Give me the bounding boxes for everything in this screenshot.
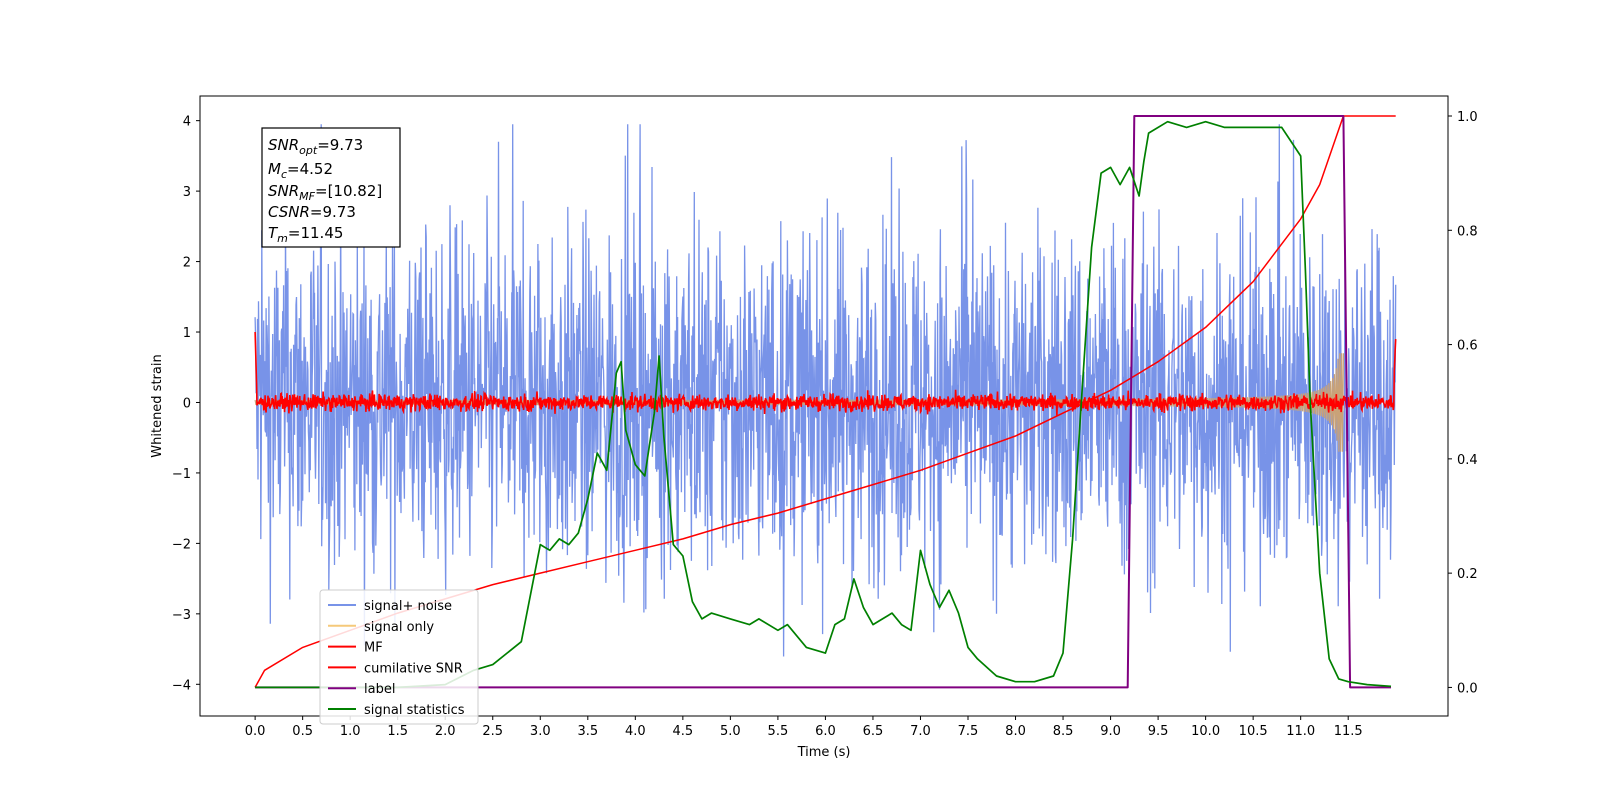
y2-tick-label: 1.0 <box>1457 110 1478 125</box>
x-tick-label: 11.0 <box>1286 724 1315 739</box>
x-tick-label: 2.0 <box>435 724 456 739</box>
legend-label: MF <box>364 641 383 656</box>
y-tick-label: 3 <box>183 185 191 200</box>
y-tick-label: −1 <box>172 467 191 482</box>
info-mc: Mc=4.52 <box>268 160 333 181</box>
y2-tick-label: 0.2 <box>1457 567 1478 582</box>
y2-tick-label: 0.8 <box>1457 224 1478 239</box>
legend-label: signal+ noise <box>364 599 452 614</box>
y-tick-label: 1 <box>183 326 191 341</box>
x-tick-label: 3.0 <box>530 724 551 739</box>
x-tick-label: 9.5 <box>1148 724 1169 739</box>
x-tick-label: 7.0 <box>910 724 931 739</box>
info-snr-mf: SNRMF=[10.82] <box>268 182 382 203</box>
y-tick-label: −2 <box>172 537 191 552</box>
info-tm: Tm=11.45 <box>268 224 343 245</box>
legend-label: signal only <box>364 620 434 635</box>
x-tick-label: 1.5 <box>387 724 408 739</box>
x-tick-label: 10.5 <box>1239 724 1268 739</box>
series-signal-statistics <box>255 120 1392 689</box>
x-tick-label: 6.5 <box>863 724 884 739</box>
info-csnr: CSNR=9.73 <box>268 203 356 221</box>
x-tick-label: 3.5 <box>577 724 598 739</box>
x-tick-label: 5.5 <box>768 724 789 739</box>
y-tick-label: 4 <box>183 115 191 130</box>
series-mf <box>254 331 1397 416</box>
x-tick-label: 6.0 <box>815 724 836 739</box>
plot-frame <box>199 95 1449 717</box>
legend-label: label <box>364 682 395 697</box>
legend-label: cumilative SNR <box>364 661 463 676</box>
x-tick-label: 11.5 <box>1334 724 1363 739</box>
legend-label: signal statistics <box>364 703 465 718</box>
info-box-frame <box>261 127 401 248</box>
y2-tick-label: 0.4 <box>1457 453 1478 468</box>
series-signal-noise <box>254 124 1397 657</box>
x-tick-label: 1.0 <box>340 724 361 739</box>
x-axis-label: Time (s) <box>797 745 851 760</box>
x-tick-label: 10.0 <box>1191 724 1220 739</box>
y-tick-label: −4 <box>172 678 191 693</box>
x-tick-label: 7.5 <box>958 724 979 739</box>
legend-items: signal+ noise signal only MF cumilative SNR… <box>328 599 465 718</box>
y2-tick-label: 0.6 <box>1457 339 1478 354</box>
x-tick-label: 4.5 <box>673 724 694 739</box>
y2-tick-label: 0.0 <box>1457 681 1478 696</box>
x-ticks: 0.0 0.5 1.0 1.5 2.0 2.5 3.0 3.5 4.0 4.5 5.0 5.5 6.0 6… <box>245 716 1363 739</box>
y-tick-label: −3 <box>172 608 191 623</box>
x-tick-label: 0.0 <box>245 724 266 739</box>
x-tick-label: 2.5 <box>482 724 503 739</box>
y-ticks: 4 3 2 1 0 −1 −2 −3 −4 <box>172 115 200 693</box>
legend: signal+ noise signal only MF cumilative SNR… <box>319 589 479 725</box>
x-tick-label: 5.0 <box>720 724 741 739</box>
series-label <box>255 115 1391 689</box>
x-tick-label: 4.0 <box>625 724 646 739</box>
info-snr-opt: SNRopt=9.73 <box>268 136 363 157</box>
y2-ticks: 1.0 0.8 0.6 0.4 0.2 0.0 <box>1448 110 1478 696</box>
y-tick-label: 2 <box>183 256 191 271</box>
x-tick-label: 9.0 <box>1100 724 1121 739</box>
y-tick-label: 0 <box>183 396 191 411</box>
info-box: SNRopt=9.73 Mc=4.52 SNRMF=[10.82] CSNR=9… <box>261 127 401 248</box>
y-axis-label: Whitened strain <box>150 354 165 457</box>
legend-frame <box>319 589 479 725</box>
x-tick-label: 8.0 <box>1005 724 1026 739</box>
x-tick-label: 8.5 <box>1053 724 1074 739</box>
x-tick-label: 0.5 <box>292 724 313 739</box>
